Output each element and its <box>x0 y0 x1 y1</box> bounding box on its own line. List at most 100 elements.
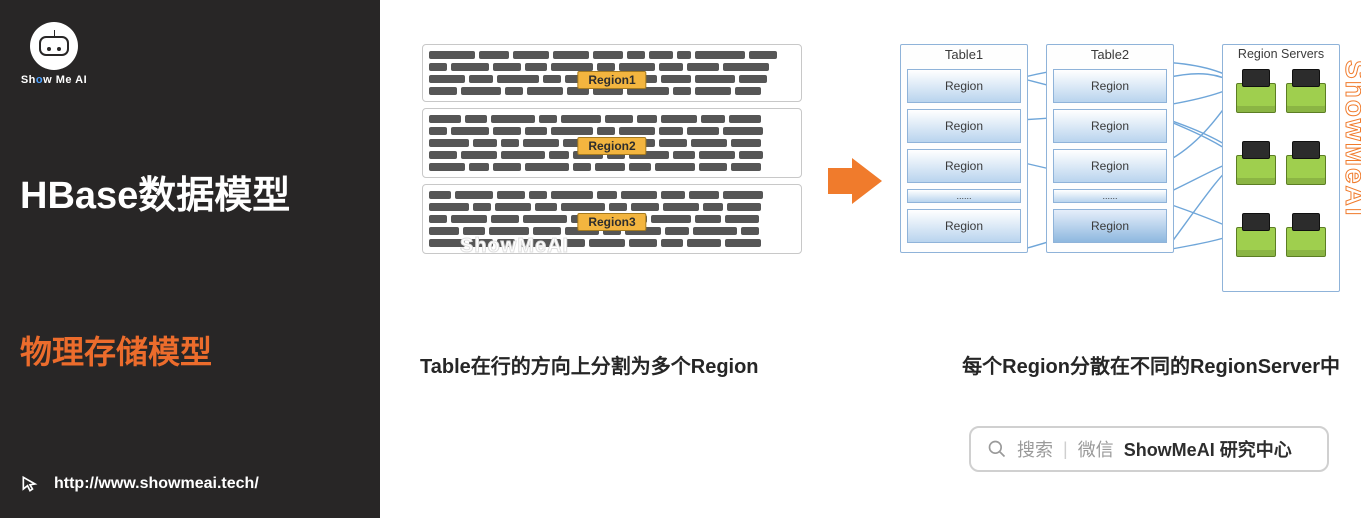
server-icon <box>1236 141 1276 185</box>
data-cell <box>527 87 563 95</box>
data-cell <box>699 151 735 159</box>
server-icon <box>1236 213 1276 257</box>
data-row <box>429 203 795 211</box>
region-block-3: Region3 <box>422 184 802 254</box>
mapping-diagram: Region Servers Table1RegionRegionRegion.… <box>900 44 1340 294</box>
data-cell <box>629 163 651 171</box>
region-cell: Region <box>1053 69 1167 103</box>
data-cell <box>497 239 515 247</box>
data-cell <box>429 239 465 247</box>
data-cell <box>489 227 529 235</box>
sidebar: Show Me AI HBase数据模型 物理存储模型 http://www.s… <box>0 0 380 518</box>
data-cell <box>491 115 535 123</box>
data-cell <box>535 203 557 211</box>
server-icon <box>1286 69 1326 113</box>
data-cell <box>543 75 561 83</box>
data-row <box>429 127 795 135</box>
region-block-1: Region1 <box>422 44 802 102</box>
data-cell <box>455 191 493 199</box>
data-cell <box>689 191 719 199</box>
data-cell <box>673 87 691 95</box>
data-cell <box>687 127 719 135</box>
data-cell <box>661 239 683 247</box>
data-cell <box>739 75 767 83</box>
search-placeholder-2: 微信 <box>1078 436 1114 462</box>
data-cell <box>735 87 761 95</box>
data-cell <box>619 63 655 71</box>
region-servers-box: Region Servers <box>1222 44 1340 292</box>
region-cell: ...... <box>1053 189 1167 203</box>
data-cell <box>687 239 721 247</box>
data-cell <box>553 51 589 59</box>
data-cell <box>573 163 591 171</box>
data-cell <box>659 139 687 147</box>
data-cell <box>469 75 493 83</box>
server-icon <box>1286 141 1326 185</box>
data-cell <box>597 191 617 199</box>
data-cell <box>429 127 447 135</box>
data-cell <box>497 191 525 199</box>
region-tag: Region2 <box>577 137 646 155</box>
data-cell <box>687 63 719 71</box>
region-cell: Region <box>1053 209 1167 243</box>
logo-circle <box>30 22 78 70</box>
data-cell <box>723 191 763 199</box>
data-cell <box>631 203 659 211</box>
data-cell <box>505 87 523 95</box>
data-cell <box>561 203 605 211</box>
data-cell <box>533 227 561 235</box>
search-box[interactable]: 搜索 | 微信 ShowMeAI 研究中心 <box>969 426 1329 472</box>
data-cell <box>501 151 545 159</box>
data-cell <box>429 139 469 147</box>
data-cell <box>493 127 521 135</box>
data-cell <box>429 115 461 123</box>
data-row <box>429 239 795 247</box>
region-tag: Region1 <box>577 71 646 89</box>
data-cell <box>677 51 691 59</box>
data-cell <box>493 63 521 71</box>
data-cell <box>429 87 457 95</box>
data-cell <box>429 215 447 223</box>
data-cell <box>429 203 469 211</box>
data-cell <box>469 163 489 171</box>
region-cell: ...... <box>907 189 1021 203</box>
table-header: Table2 <box>1047 45 1173 66</box>
data-cell <box>501 139 519 147</box>
data-cell <box>649 51 673 59</box>
search-icon <box>987 439 1007 459</box>
data-row <box>429 163 795 171</box>
table-column-2: Table2RegionRegionRegion......Region <box>1046 44 1174 253</box>
data-cell <box>529 191 547 199</box>
cursor-icon <box>20 474 40 494</box>
table-column-1: Table1RegionRegionRegion......Region <box>900 44 1028 253</box>
data-cell <box>629 239 657 247</box>
data-cell <box>429 191 451 199</box>
data-cell <box>429 163 465 171</box>
region-tag: Region3 <box>577 213 646 231</box>
data-cell <box>695 215 721 223</box>
data-cell <box>739 151 763 159</box>
data-cell <box>497 75 539 83</box>
server-row <box>1223 141 1339 185</box>
data-cell <box>661 75 691 83</box>
data-cell <box>703 203 723 211</box>
content: Region1Region2Region3ShowMeAI Region Ser… <box>380 0 1361 518</box>
data-cell <box>609 203 627 211</box>
data-cell <box>701 115 725 123</box>
data-cell <box>429 227 459 235</box>
data-cell <box>593 51 623 59</box>
data-cell <box>605 115 633 123</box>
data-cell <box>539 115 557 123</box>
region-cell: Region <box>907 149 1021 183</box>
data-cell <box>473 139 497 147</box>
data-cell <box>695 75 735 83</box>
url-row[interactable]: http://www.showmeai.tech/ <box>20 474 259 494</box>
search-strong: ShowMeAI 研究中心 <box>1124 436 1292 462</box>
server-icon <box>1286 213 1326 257</box>
data-cell <box>495 203 531 211</box>
data-cell <box>469 239 493 247</box>
data-cell <box>525 63 547 71</box>
data-cell <box>429 51 475 59</box>
data-cell <box>473 203 491 211</box>
search-placeholder-1: 搜索 <box>1017 436 1053 462</box>
